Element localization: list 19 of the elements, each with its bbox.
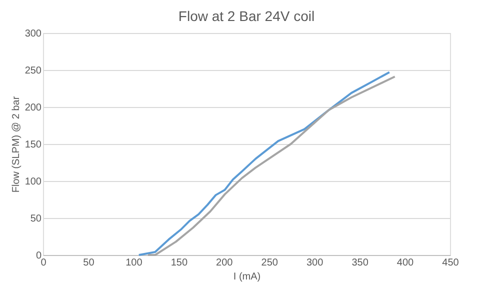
y-tick-label: 50 bbox=[30, 214, 42, 224]
x-axis-title: I (mA) bbox=[233, 272, 261, 282]
x-tick-label: 350 bbox=[352, 258, 369, 268]
x-tick-label: 450 bbox=[442, 258, 460, 268]
x-tick-label: 250 bbox=[261, 258, 278, 268]
y-tick-label: 200 bbox=[24, 102, 42, 114]
chart-title: Flow at 2 Bar 24V coil bbox=[178, 8, 315, 24]
x-tick-label: 50 bbox=[83, 258, 95, 268]
x-tick-label: 200 bbox=[216, 258, 234, 268]
y-tick-label: 250 bbox=[24, 66, 42, 76]
x-tick-label: 100 bbox=[126, 258, 143, 268]
x-tick-label: 400 bbox=[396, 258, 414, 268]
y-axis-title: Flow (SLPM) @ 2 bar bbox=[10, 96, 22, 193]
y-tick-label: 300 bbox=[24, 28, 42, 40]
x-tick-label: 300 bbox=[306, 258, 324, 268]
y-tick-label: 100 bbox=[24, 176, 42, 188]
y-tick-label: 150 bbox=[24, 140, 42, 150]
y-tick-label: 0 bbox=[36, 250, 42, 262]
x-tick-label: 150 bbox=[170, 258, 188, 268]
